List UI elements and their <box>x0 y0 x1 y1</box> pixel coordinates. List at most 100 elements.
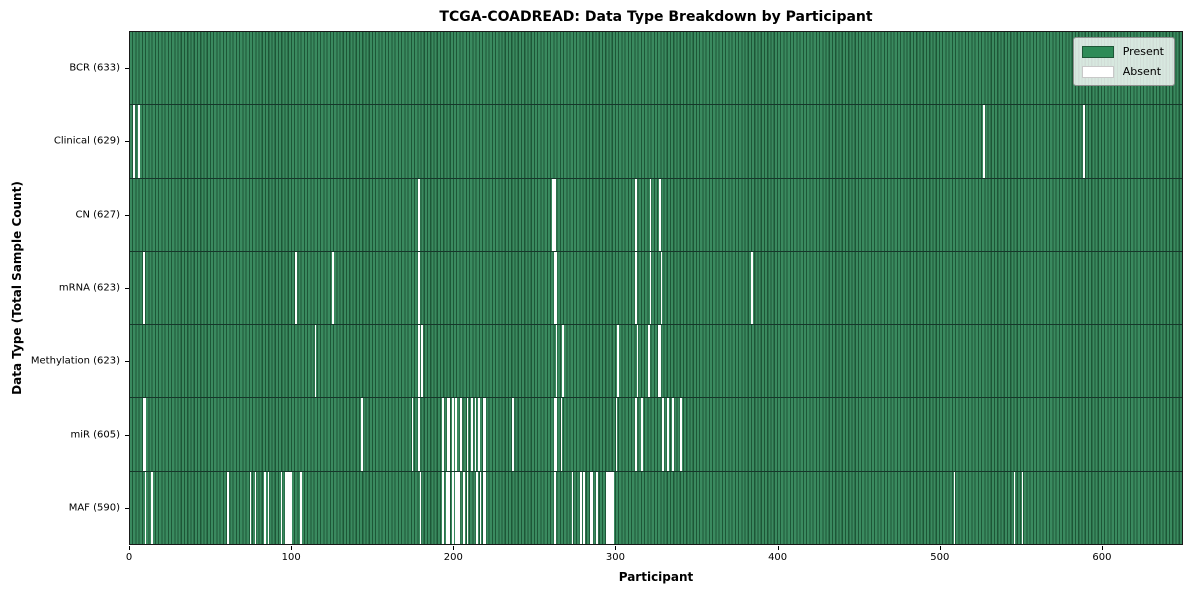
absent-stripe <box>667 398 669 471</box>
absent-stripe <box>953 471 956 544</box>
absent-stripe <box>672 398 674 471</box>
absent-stripe <box>452 471 454 544</box>
absent-stripe <box>460 398 462 471</box>
absent-swatch <box>1081 65 1114 78</box>
absent-stripe <box>659 178 661 251</box>
absent-stripe <box>560 398 563 471</box>
absent-stripe <box>982 105 985 178</box>
heatmap-row-methylation <box>130 325 1182 399</box>
absent-stripe <box>138 105 140 178</box>
absent-stripe <box>418 325 420 398</box>
absent-stripe <box>448 471 451 544</box>
absent-stripe <box>554 178 556 251</box>
x-tick-label: 300 <box>605 552 625 563</box>
absent-stripe <box>142 398 145 471</box>
absent-stripe <box>299 471 302 544</box>
absent-stripe <box>659 325 661 398</box>
x-tick-label: 100 <box>281 552 301 563</box>
absent-stripe <box>466 398 469 471</box>
absent-stripe <box>280 471 283 544</box>
x-tick-mark <box>453 546 455 550</box>
absent-stripe <box>418 178 420 251</box>
absent-stripe <box>332 251 334 325</box>
absent-stripe <box>447 471 449 544</box>
absent-stripe <box>552 178 555 251</box>
legend: Present Absent <box>1072 37 1175 86</box>
absent-stripe <box>314 325 317 398</box>
legend-label-present: Present <box>1122 45 1164 58</box>
absent-stripe <box>751 251 754 325</box>
absent-stripe <box>649 178 652 251</box>
x-tick-mark <box>939 546 941 550</box>
absent-stripe <box>634 251 637 325</box>
absent-stripe <box>596 471 598 544</box>
absent-stripe <box>285 471 287 544</box>
absent-stripe <box>482 398 485 471</box>
chart-title: TCGA-COADREAD: Data Type Breakdown by Pa… <box>439 9 873 25</box>
y-tick-label-bcr: BCR (633) <box>69 62 120 74</box>
y-axis: BCR (633) Clinical (629) CN (627) mRNA (623… <box>0 31 129 545</box>
absent-stripe <box>1021 471 1024 544</box>
absent-stripe <box>554 471 556 544</box>
absent-stripe <box>484 398 487 471</box>
absent-stripe <box>657 325 660 398</box>
heatmap-row-mrna <box>130 251 1182 326</box>
absent-stripe <box>641 398 644 471</box>
absent-stripe <box>562 325 564 398</box>
absent-stripe <box>144 398 147 471</box>
absent-stripe <box>466 471 469 544</box>
absent-stripe <box>455 471 457 544</box>
y-tick-label-maf: MAF (590) <box>68 502 120 514</box>
plot-area <box>129 31 1183 545</box>
absent-stripe <box>254 471 257 544</box>
absent-stripe <box>612 471 614 544</box>
legend-label-absent: Absent <box>1122 65 1162 78</box>
absent-stripe <box>555 325 558 398</box>
present-swatch <box>1081 45 1114 58</box>
absent-stripe <box>447 398 449 471</box>
absent-stripe <box>1083 105 1085 178</box>
absent-stripe <box>615 398 618 471</box>
absent-stripe <box>448 398 451 471</box>
y-tick-label-clinical: Clinical (629) <box>53 135 120 147</box>
heatmap-row-mir <box>130 398 1182 472</box>
y-tick-mark <box>125 434 129 436</box>
absent-stripe <box>411 398 414 471</box>
heatmap-row-clinical <box>130 105 1182 179</box>
absent-stripe <box>463 471 465 544</box>
y-tick-mark <box>125 288 129 289</box>
absent-stripe <box>452 398 454 471</box>
absent-stripe <box>418 398 420 471</box>
absent-stripe <box>286 471 289 544</box>
absent-stripe <box>511 398 514 471</box>
absent-stripe <box>418 251 420 325</box>
absent-stripe <box>1013 471 1016 544</box>
absent-stripe <box>474 398 477 471</box>
x-tick-mark <box>615 546 617 550</box>
x-axis-label: Participant <box>618 570 694 584</box>
absent-stripe <box>554 251 556 325</box>
y-tick-label-methylation: Methylation (623) <box>30 355 120 367</box>
heatmap-row-cn <box>130 178 1182 252</box>
absent-stripe <box>617 325 619 398</box>
absent-stripe <box>660 251 663 325</box>
absent-stripe <box>442 398 444 471</box>
absent-stripe <box>455 398 457 471</box>
absent-stripe <box>456 471 459 544</box>
absent-stripe <box>591 471 593 544</box>
absent-stripe <box>662 398 665 471</box>
absent-stripe <box>605 471 608 544</box>
y-tick-mark <box>125 141 129 143</box>
x-tick-label: 400 <box>768 552 788 563</box>
absent-stripe <box>144 471 147 544</box>
x-tick-mark <box>1101 546 1103 550</box>
x-tick-label: 600 <box>1092 552 1112 563</box>
absent-stripe <box>419 471 422 544</box>
absent-stripe <box>634 178 637 251</box>
absent-stripe <box>445 471 448 544</box>
absent-stripe <box>151 471 153 544</box>
absent-stripe <box>554 398 556 471</box>
x-tick-mark <box>777 546 779 550</box>
absent-stripe <box>647 325 650 398</box>
legend-entry-absent: Absent <box>1081 65 1164 78</box>
